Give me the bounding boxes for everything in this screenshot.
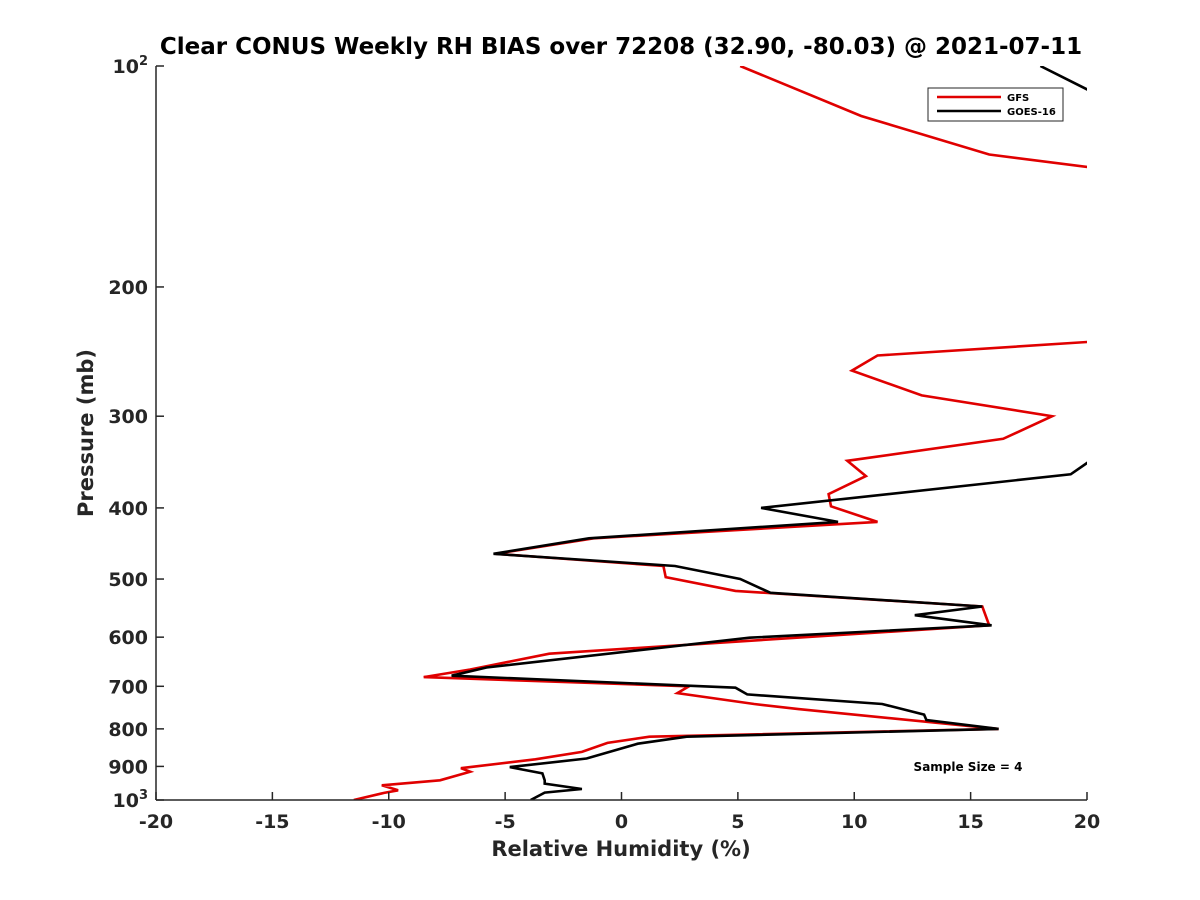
x-tick-label: -20 xyxy=(139,811,173,833)
x-tick-label: 0 xyxy=(615,811,628,833)
legend-box xyxy=(927,87,1064,122)
y-tick-label: 300 xyxy=(108,406,148,428)
x-tick-label: -15 xyxy=(255,811,289,833)
series-line-gfs xyxy=(353,66,1087,800)
x-tick-label: -5 xyxy=(495,811,516,833)
x-tick-label: 20 xyxy=(1074,811,1100,833)
x-tick-label: 10 xyxy=(841,811,867,833)
series-layer xyxy=(353,66,1087,800)
y-tick-label: 600 xyxy=(108,627,148,649)
legend: GFS GOES-16 xyxy=(927,87,1064,122)
x-tick-label: -10 xyxy=(372,811,406,833)
x-tick-label: 5 xyxy=(731,811,744,833)
legend-label-gfs: GFS xyxy=(1007,93,1029,104)
y-tick-label: 200 xyxy=(108,277,148,299)
series-line-goes-16 xyxy=(451,66,1087,800)
chart-title: Clear CONUS Weekly RH BIAS over 72208 (3… xyxy=(160,34,1082,60)
y-tick-label: 700 xyxy=(108,676,148,698)
axes xyxy=(155,66,1087,801)
legend-label-goes-16: GOES-16 xyxy=(1007,107,1056,118)
x-tick-label: 15 xyxy=(957,811,983,833)
x-ticks: -20 -15 -10 -5 0 5 10 15 20 xyxy=(139,792,1100,833)
y-tick-label: 800 xyxy=(108,719,148,741)
y-ticks: 102 200 300 400 500 600 700 800 900 103 xyxy=(108,54,164,812)
y-tick-label: 500 xyxy=(108,569,148,591)
y-axis-label: Pressure (mb) xyxy=(74,349,98,517)
y-tick-label: 400 xyxy=(108,498,148,520)
y-tick-label: 102 xyxy=(113,54,149,78)
x-axis-label: Relative Humidity (%) xyxy=(491,837,750,861)
y-tick-label: 900 xyxy=(108,756,148,778)
y-tick-label: 103 xyxy=(113,788,149,812)
sample-size-annotation: Sample Size = 4 xyxy=(914,760,1023,774)
